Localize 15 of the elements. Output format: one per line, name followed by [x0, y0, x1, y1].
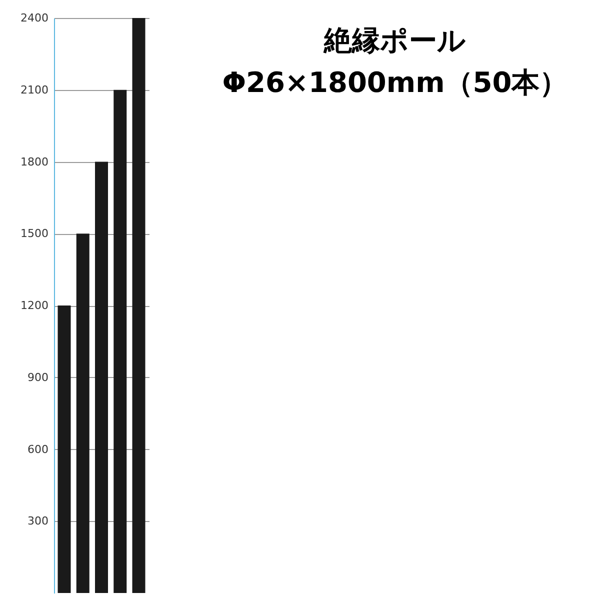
- y-tick-label: 2400: [20, 12, 48, 24]
- y-tick-label: 300: [28, 514, 48, 528]
- bar: [132, 18, 146, 593]
- y-tick-label: 900: [28, 370, 48, 384]
- bar: [114, 90, 127, 593]
- y-tick-label: 2100: [20, 83, 48, 96]
- bar: [58, 306, 71, 593]
- y-tick-label: 600: [28, 442, 48, 456]
- bar: [95, 162, 108, 593]
- text: 絶縁ポール: [322, 23, 467, 59]
- text: Φ26×1800mm（50本）: [221, 65, 569, 101]
- bar: [76, 234, 90, 593]
- y-tick-label: 1200: [20, 299, 48, 312]
- y-tick-label: 1800: [20, 155, 48, 168]
- y-tick-label: 1500: [20, 227, 48, 240]
